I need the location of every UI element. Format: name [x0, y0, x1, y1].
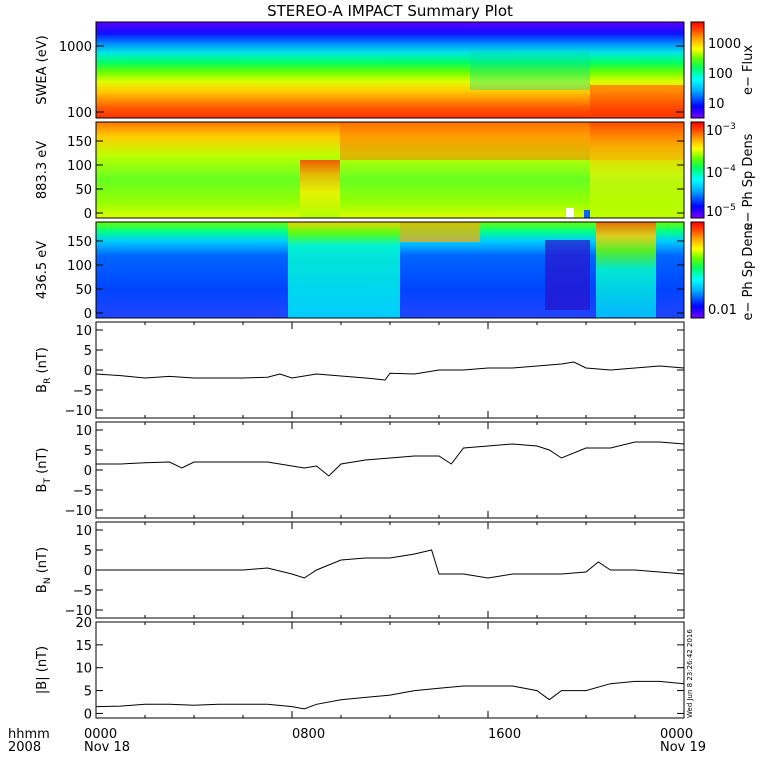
b-n-series-line	[96, 549, 685, 579]
pad-883-cbar-label: e− Ph Sp Dens	[741, 133, 756, 230]
panel-b-n: −10 −5 0 5 10 BN (nT)	[35, 521, 685, 619]
xaxis-tick-0800: 0800	[292, 727, 325, 742]
b-mag-ytick: 0	[84, 707, 92, 722]
swea-ylabel: SWEA (eV)	[35, 35, 50, 104]
pad-883-ylabel: 883.3 eV	[35, 141, 50, 199]
pad-436-cyan-region-b	[596, 222, 656, 318]
pad-436-ytick-50: 50	[75, 283, 92, 298]
pad-883-data-gap	[566, 208, 574, 218]
magnetic-field-panels: −10 −5 0 5 10 BR (nT) −10 −5 0 5 10 BT (nT) −10 −5 0 5 1…	[35, 321, 685, 722]
pad-883-low-spot	[584, 210, 590, 218]
b-n-ytick: 5	[84, 544, 92, 559]
pad-883-ytick-100: 100	[67, 159, 92, 174]
pad-436-yticks	[96, 240, 684, 314]
b-t-ytick: 10	[75, 424, 92, 439]
b-mag-ytick: 15	[75, 639, 92, 654]
xaxis-tick-1600: 1600	[488, 727, 521, 742]
pad-883-cbar-tick-3: 10−5	[706, 203, 736, 220]
panel-b-t: −10 −5 0 5 10 BT (nT)	[35, 421, 685, 519]
panel-pad-883: 883.3 eV 0 50 100 150 10−3 10−4 10−5 e− …	[35, 121, 756, 230]
pad-436-ytick-100: 100	[67, 259, 92, 274]
b-r-ytick: 5	[84, 344, 92, 359]
b-t-series-line	[96, 441, 685, 477]
swea-cbar-label: e− Flux	[741, 45, 756, 95]
swea-ytick-1000: 1000	[59, 40, 92, 55]
swea-hot-region	[590, 85, 684, 118]
xaxis-date-end: Nov 19	[660, 740, 706, 755]
swea-cbar-tick-1000: 1000	[708, 37, 741, 52]
b-n-ytick: −5	[73, 584, 92, 599]
b-mag-ytick: 5	[84, 685, 92, 700]
b-mag-ytick: 20	[75, 616, 92, 631]
xaxis-date-start: Nov 18	[84, 740, 130, 755]
xaxis-row2-label: 2008	[8, 740, 41, 755]
pad-883-yticks	[96, 140, 684, 214]
b-t-ytick: 5	[84, 444, 92, 459]
panel-pad-436: 436.5 eV 0 50 100 150 0.01 e− Ph Sp Dens	[35, 221, 756, 322]
pad-883-colorbar	[690, 121, 705, 219]
pad-436-cbar-tick-0.01: 0.01	[708, 303, 737, 318]
xaxis-tick-0000-end: 0000	[660, 727, 693, 742]
b-t-frame	[95, 421, 685, 519]
pad-883-hot-region-c	[590, 122, 684, 218]
pad-436-cbar-label: e− Ph Sp Dens	[741, 223, 756, 320]
b-r-ytick: 10	[75, 324, 92, 339]
pad-883-hot-region-a	[300, 160, 340, 218]
b-t-ytick: −10	[65, 504, 92, 519]
pad-883-ytick-150: 150	[67, 135, 92, 150]
swea-spectrogram	[96, 22, 684, 118]
swea-enhancement-region	[470, 50, 590, 90]
pad-436-ytick-0: 0	[84, 307, 92, 322]
pad-436-ytick-150: 150	[67, 235, 92, 250]
pad-436-hot-region	[400, 222, 480, 242]
b-t-ytick: 0	[84, 464, 92, 479]
pad-883-cbar-tick-2: 10−4	[706, 164, 736, 181]
b-mag-series-line	[95, 680, 685, 710]
b-r-ytick: −5	[73, 384, 92, 399]
b-n-ytick: 10	[75, 524, 92, 539]
b-n-ytick: 0	[84, 564, 92, 579]
swea-cbar-tick-10: 10	[708, 97, 725, 112]
b-mag-ytick: 10	[75, 662, 92, 677]
pad-883-ytick-0: 0	[84, 207, 92, 222]
pad-883-cbar-tick-1: 10−3	[706, 122, 736, 139]
b-r-frame	[95, 321, 685, 419]
panel-b-mag: 0 5 10 15 20 |B| (nT)	[35, 616, 685, 722]
swea-colorbar	[690, 21, 705, 119]
b-n-ylabel: BN (nT)	[35, 547, 53, 593]
b-r-ylabel: BR (nT)	[35, 347, 53, 393]
b-mag-frame	[95, 621, 685, 719]
pad-883-spectrogram	[96, 122, 684, 218]
x-axis-labels: hhmm 2008 0000 0800 1600 0000 Nov 18 Nov…	[8, 727, 706, 755]
pad-436-cyan-region-a	[288, 222, 400, 318]
pad-436-colorbar	[690, 221, 705, 319]
swea-cbar-tick-100: 100	[708, 67, 733, 82]
b-r-ytick: −10	[65, 404, 92, 419]
b-n-ytick: −10	[65, 604, 92, 619]
b-r-ytick: 0	[84, 364, 92, 379]
plot-timestamp: Wed Jun 8 23:26:42 2016	[686, 629, 694, 718]
panel-b-r: −10 −5 0 5 10 BR (nT)	[35, 321, 685, 419]
b-t-ylabel: BT (nT)	[35, 448, 53, 493]
pad-436-ylabel: 436.5 eV	[35, 241, 50, 299]
pad-883-ytick-50: 50	[75, 183, 92, 198]
pad-436-dark-region	[545, 240, 590, 310]
panel-swea: SWEA (eV) 1000 100 1000 100 10 e− Flux	[35, 21, 756, 121]
b-mag-ylabel: |B| (nT)	[35, 646, 50, 694]
swea-ytick-100: 100	[67, 106, 92, 121]
b-t-ytick: −5	[73, 484, 92, 499]
figure-title: STEREO-A IMPACT Summary Plot	[267, 2, 513, 20]
xaxis-tick-0000-start: 0000	[84, 727, 117, 742]
xaxis-row1-label: hhmm	[8, 727, 50, 742]
b-r-series-line	[95, 361, 685, 381]
